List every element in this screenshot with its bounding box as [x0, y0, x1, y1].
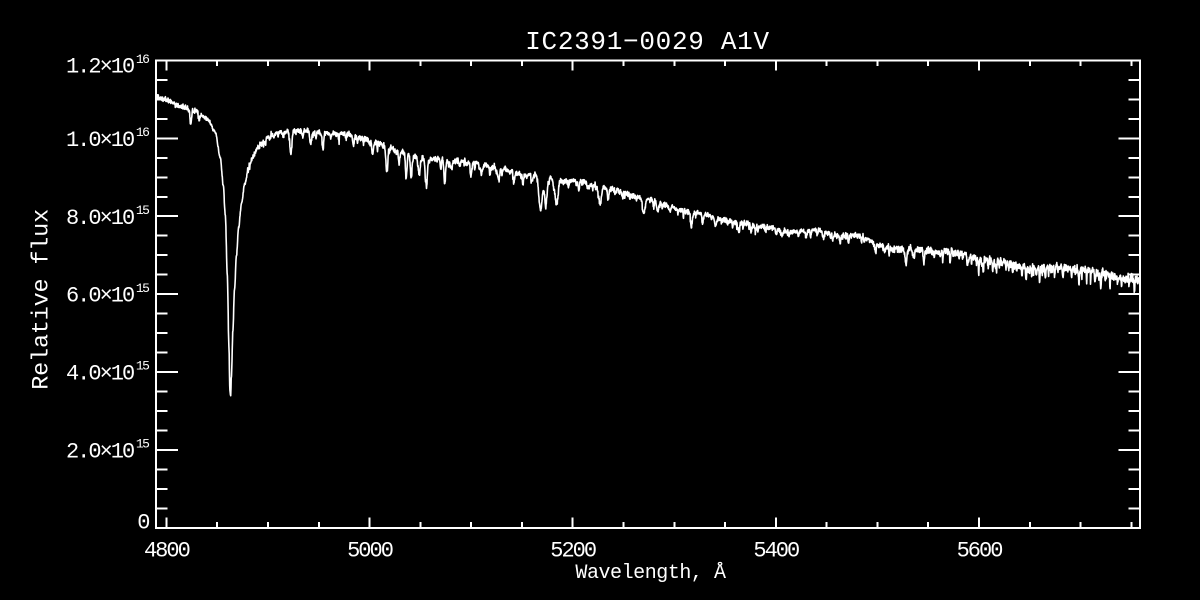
svg-text:15: 15: [136, 203, 149, 218]
svg-text:15: 15: [136, 281, 149, 296]
svg-text:IC2391−0029 A1V: IC2391−0029 A1V: [525, 27, 770, 57]
svg-text:16: 16: [136, 52, 149, 67]
svg-text:8.0×10: 8.0×10: [66, 206, 134, 231]
svg-text:2.0×10: 2.0×10: [66, 439, 134, 464]
svg-text:Relative flux: Relative flux: [29, 209, 56, 390]
svg-text:5200: 5200: [550, 539, 596, 564]
svg-text:15: 15: [136, 359, 149, 374]
svg-text:15: 15: [136, 437, 149, 452]
svg-text:0: 0: [137, 510, 149, 535]
svg-text:5000: 5000: [347, 539, 393, 564]
svg-text:16: 16: [136, 125, 149, 140]
svg-text:1.2×10: 1.2×10: [66, 55, 134, 80]
svg-text:4800: 4800: [144, 539, 190, 564]
svg-text:5400: 5400: [753, 539, 799, 564]
svg-text:6.0×10: 6.0×10: [66, 284, 134, 309]
svg-text:4.0×10: 4.0×10: [66, 361, 134, 386]
svg-text:5600: 5600: [957, 539, 1003, 564]
svg-text:1.0×10: 1.0×10: [66, 128, 134, 153]
svg-text:Wavelength, Å: Wavelength, Å: [575, 562, 726, 585]
